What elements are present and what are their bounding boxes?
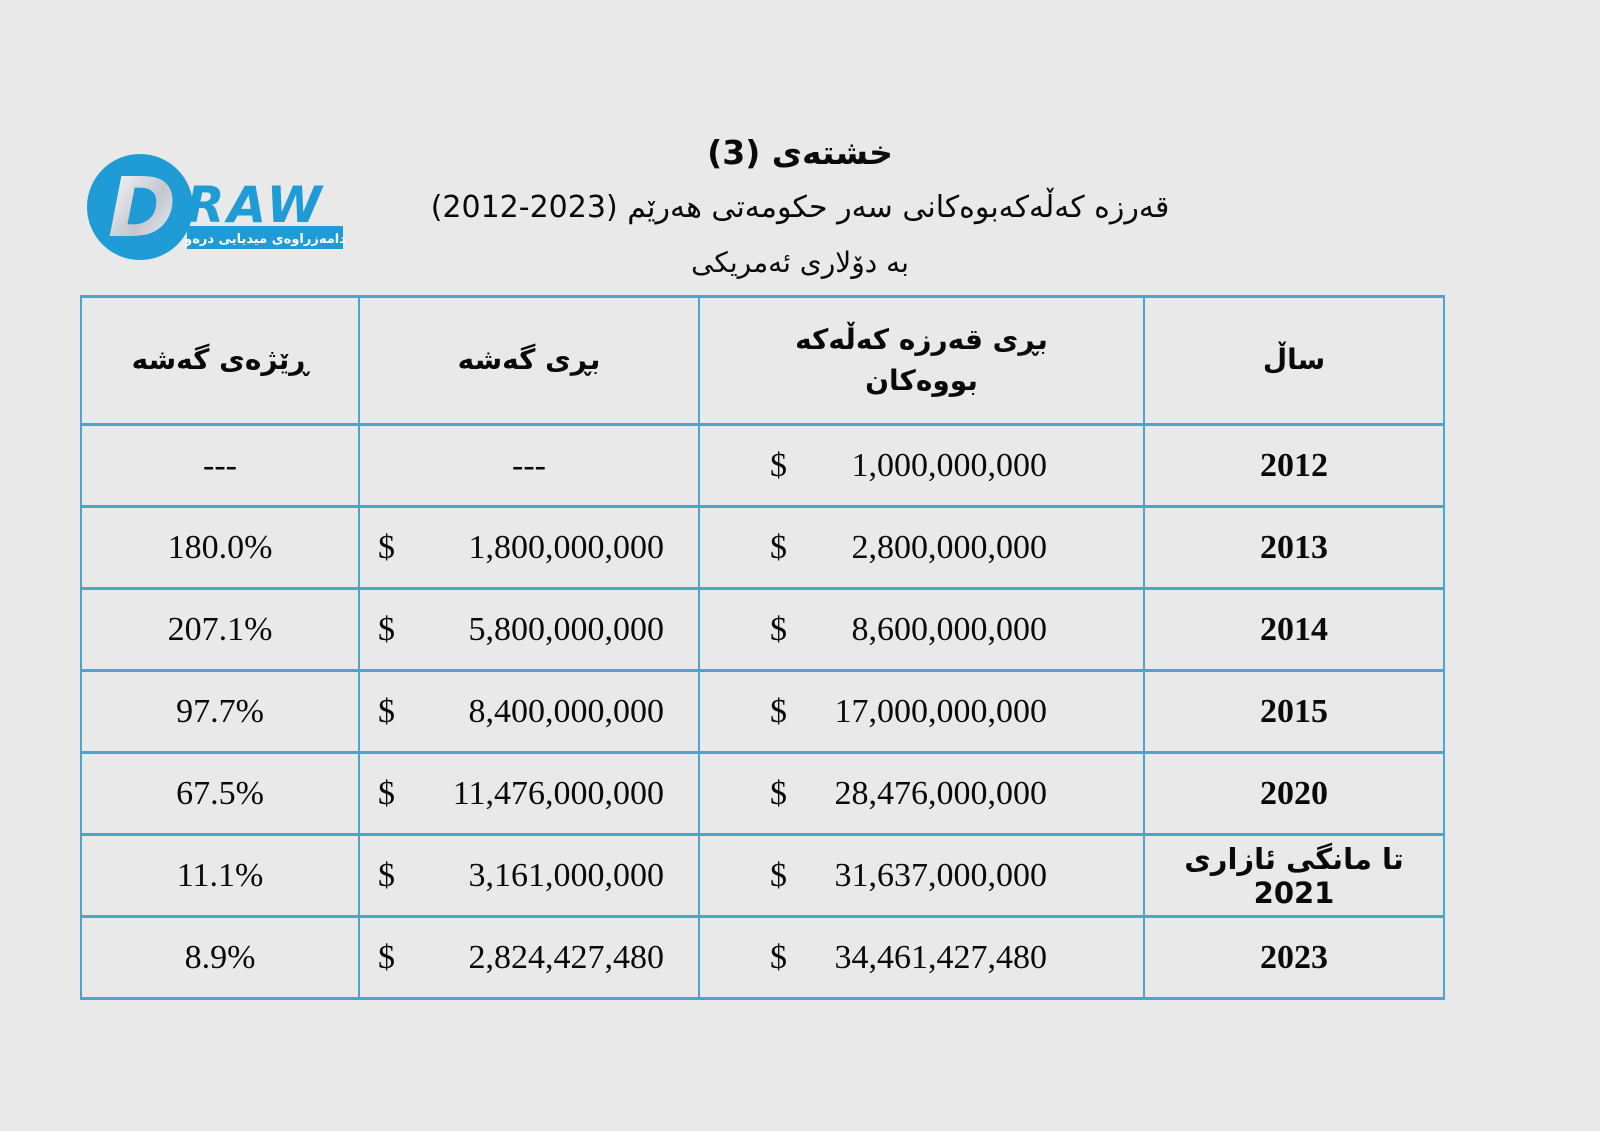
cell-growth-rate: 97.7%: [80, 669, 360, 754]
cell-growth-amount: $11,476,000,000: [358, 751, 700, 836]
table-row-2023: 8.9% $2,824,427,480 $34,461,427,480 2023: [80, 915, 1445, 1000]
cell-accumulated-debt: $2,800,000,000: [698, 505, 1145, 590]
column-header-label: ساڵ: [1262, 343, 1326, 377]
dollar-sign: $: [378, 528, 395, 566]
dollar-sign: $: [378, 692, 395, 730]
table-row-2015: 97.7% $8,400,000,000 $17,000,000,000 201…: [80, 669, 1445, 754]
cell-growth-amount: $3,161,000,000: [358, 833, 700, 918]
cell-accumulated-debt: $34,461,427,480: [698, 915, 1145, 1000]
cell-accumulated-debt: $1,000,000,000: [698, 423, 1145, 508]
cell-year: تا مانگی ئازاری 2021: [1143, 833, 1445, 918]
debt-table: ڕێژەی گەشە بڕی گەشە بڕی قەرزە کەڵەکە بوو…: [80, 295, 1445, 1000]
dollar-sign: $: [378, 938, 395, 976]
cell-accumulated-debt: $28,476,000,000: [698, 751, 1145, 836]
column-header-growth-rate: ڕێژەی گەشە: [80, 295, 360, 426]
column-header-label: بڕی گەشە: [457, 343, 601, 377]
cell-accumulated-debt: $17,000,000,000: [698, 669, 1145, 754]
cell-growth-amount: $5,800,000,000: [358, 587, 700, 672]
table-row-2020: 67.5% $11,476,000,000 $28,476,000,000 20…: [80, 751, 1445, 836]
dollar-sign: $: [770, 692, 787, 730]
cell-year: 2023: [1143, 915, 1445, 1000]
column-header-label: بووەکان: [865, 363, 978, 397]
logo-tagline-banner: [187, 226, 343, 249]
cell-growth-rate: ---: [80, 423, 360, 508]
draw-logo-graphic: D RAW دامەزراوەی میدیایی درەو: [87, 154, 346, 260]
dollar-sign: $: [770, 610, 787, 648]
table-row-2012: --- --- $1,000,000,000 2012: [80, 423, 1445, 508]
table-currency-note: بە دۆلاری ئەمریکی: [691, 246, 909, 279]
cell-year: 2012: [1143, 423, 1445, 508]
dollar-sign: $: [770, 446, 787, 484]
cell-year: 2020: [1143, 751, 1445, 836]
column-header-label: ڕێژەی گەشە: [131, 343, 309, 377]
column-header-accumulated-debt: بڕی قەرزە کەڵەکە بووەکان: [698, 295, 1145, 426]
dollar-sign: $: [378, 774, 395, 812]
cell-growth-amount: $8,400,000,000: [358, 669, 700, 754]
cell-growth-rate: 207.1%: [80, 587, 360, 672]
dollar-sign: $: [378, 610, 395, 648]
cell-growth-amount: $1,800,000,000: [358, 505, 700, 590]
logo-circle-icon: [87, 154, 193, 260]
dollar-sign: $: [378, 856, 395, 894]
column-header-growth-amount: بڕی گەشە: [358, 295, 700, 426]
logo-raw-text: RAW: [186, 176, 325, 234]
cell-growth-rate: 11.1%: [80, 833, 360, 918]
cell-year: 2013: [1143, 505, 1445, 590]
draw-logo: D RAW دامەزراوەی میدیایی درەو: [86, 150, 348, 264]
table-number-title: خشتەی (3): [707, 133, 893, 172]
cell-growth-rate: 8.9%: [80, 915, 360, 1000]
cell-accumulated-debt: $31,637,000,000: [698, 833, 1145, 918]
cell-growth-rate: 180.0%: [80, 505, 360, 590]
cell-year: 2015: [1143, 669, 1445, 754]
cell-growth-rate: 67.5%: [80, 751, 360, 836]
header-row: ڕێژەی گەشە بڕی گەشە بڕی قەرزە کەڵەکە بوو…: [80, 295, 1445, 426]
dollar-sign: $: [770, 774, 787, 812]
column-header-label: بڕی قەرزە کەڵەکە: [795, 322, 1048, 356]
cell-growth-amount: ---: [358, 423, 700, 508]
table-row-2021: 11.1% $3,161,000,000 $31,637,000,000 تا …: [80, 833, 1445, 918]
column-header-year: ساڵ: [1143, 295, 1445, 426]
title-block: خشتەی (3) قەرزە کەڵەکەبوەکانی سەر حکومەت…: [0, 126, 1600, 290]
dollar-sign: $: [770, 856, 787, 894]
table-subject-title: قەرزە کەڵەکەبوەکانی سەر حکومەتی هەرێم (2…: [430, 190, 1170, 225]
logo-tagline-text: دامەزراوەی میدیایی درەو: [183, 232, 346, 247]
dollar-sign: $: [770, 938, 787, 976]
cell-growth-amount: $2,824,427,480: [358, 915, 700, 1000]
cell-accumulated-debt: $8,600,000,000: [698, 587, 1145, 672]
dollar-sign: $: [770, 528, 787, 566]
cell-year: 2014: [1143, 587, 1445, 672]
table-row-2014: 207.1% $5,800,000,000 $8,600,000,000 201…: [80, 587, 1445, 672]
table-row-2013: 180.0% $1,800,000,000 $2,800,000,000 201…: [80, 505, 1445, 590]
logo-d-letter: D: [108, 161, 176, 256]
